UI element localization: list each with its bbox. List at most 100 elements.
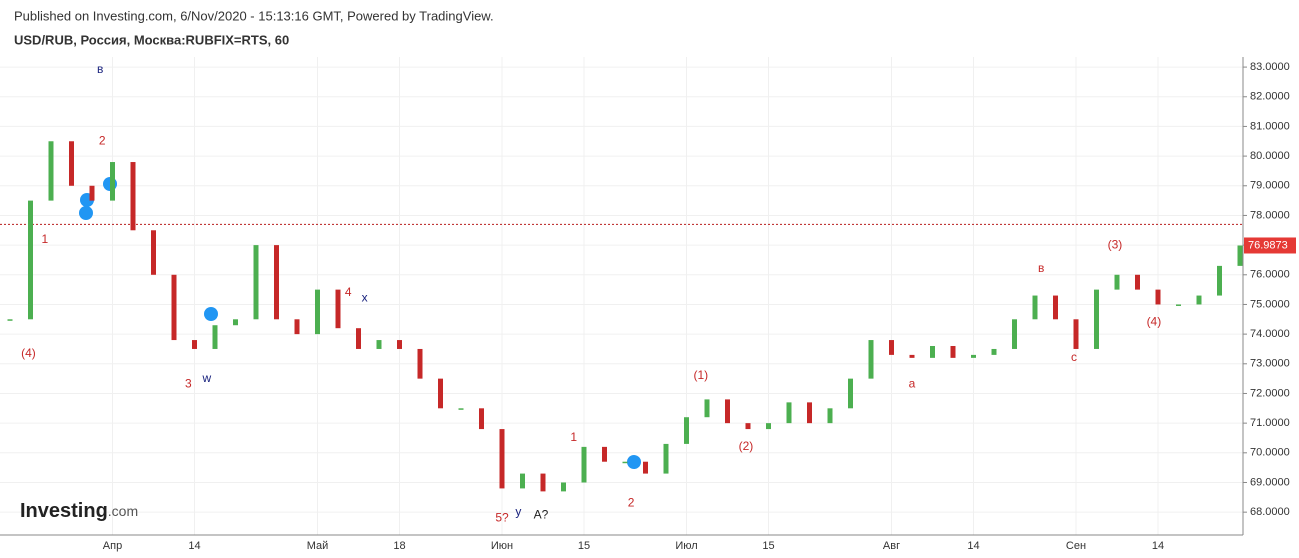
x-tick-label: Авг <box>883 540 900 552</box>
candle <box>1053 295 1058 320</box>
candle <box>868 340 874 379</box>
candle <box>684 417 689 444</box>
candle <box>479 408 484 430</box>
candle <box>294 319 300 335</box>
x-tick-label: 14 <box>188 540 200 552</box>
wave-label: x <box>362 291 368 305</box>
x-tick-label: Май <box>307 540 329 552</box>
wave-label: в <box>97 62 103 76</box>
candle <box>786 402 792 424</box>
y-tick-label: 79.0000 <box>1250 180 1290 192</box>
wave-label: 1 <box>42 232 49 246</box>
x-tick-label: Июл <box>675 540 697 552</box>
y-tick-label: 70.0000 <box>1250 447 1290 459</box>
y-tick-label: 83.0000 <box>1250 61 1290 73</box>
candle <box>1114 274 1120 290</box>
logo-suffix: .com <box>108 503 138 519</box>
wave-label: в <box>1038 261 1044 275</box>
candle <box>171 274 177 341</box>
candle <box>376 340 382 349</box>
candle <box>1073 319 1079 349</box>
candle <box>28 200 33 320</box>
wave-label: 1 <box>570 430 577 444</box>
candle <box>991 348 997 355</box>
wave-label: (2) <box>739 439 754 453</box>
candle <box>397 340 402 349</box>
x-tick-label: 18 <box>393 540 405 552</box>
candle <box>725 399 730 424</box>
candle <box>89 185 95 201</box>
pivot-icon <box>204 307 218 321</box>
candle <box>438 378 443 409</box>
wave-label: (4) <box>1147 314 1162 328</box>
wave-label: 3 <box>185 377 192 391</box>
candle <box>233 319 238 326</box>
candle <box>622 461 628 464</box>
candle <box>69 141 74 186</box>
x-tick-label: Апр <box>103 540 122 552</box>
candle <box>315 289 320 335</box>
candle <box>458 408 464 410</box>
y-tick-label: 68.0000 <box>1250 506 1290 518</box>
y-tick-label: 69.0000 <box>1250 476 1290 488</box>
y-tick-label: 72.0000 <box>1250 387 1290 399</box>
y-tick-label: 76.0000 <box>1250 269 1290 281</box>
wave-label: 5? <box>495 510 509 524</box>
candle <box>1094 289 1099 349</box>
price-tag-bg <box>1244 237 1296 254</box>
wave-label: 2 <box>99 133 106 147</box>
x-tick-label: 14 <box>1152 540 1164 552</box>
candle <box>540 473 546 492</box>
candle <box>930 345 935 358</box>
x-tick-label: Июн <box>491 540 513 552</box>
candle <box>848 378 853 409</box>
candle <box>663 443 669 474</box>
candle <box>192 340 197 349</box>
y-tick-label: 75.0000 <box>1250 298 1290 310</box>
candle <box>7 319 13 321</box>
candle <box>130 162 136 231</box>
candle <box>704 399 710 418</box>
candle <box>1012 319 1017 349</box>
wave-label: (1) <box>694 368 709 382</box>
y-tick-label: 82.0000 <box>1250 91 1290 103</box>
candle <box>1135 274 1140 290</box>
y-tick-label: 74.0000 <box>1250 328 1290 340</box>
candle <box>48 141 54 201</box>
y-tick-label: 71.0000 <box>1250 417 1290 429</box>
wave-label: A? <box>534 507 549 521</box>
candle <box>1155 289 1161 305</box>
wave-label: c <box>1071 350 1077 364</box>
candle <box>1032 295 1038 320</box>
candle <box>889 340 894 355</box>
candle <box>335 289 341 329</box>
candle <box>1237 245 1243 266</box>
y-tick-label: 78.0000 <box>1250 209 1290 221</box>
wave-label: у <box>515 504 521 518</box>
candle <box>581 446 587 483</box>
logo-main: Investing <box>20 500 108 522</box>
candle <box>417 348 423 379</box>
candle <box>827 408 833 424</box>
candle <box>643 461 648 474</box>
logo: Investing.com <box>20 500 138 522</box>
candle <box>971 354 976 358</box>
x-tick-label: 15 <box>578 540 590 552</box>
y-tick-label: 80.0000 <box>1250 150 1290 162</box>
pivot-icons <box>79 177 641 469</box>
wave-label: 4 <box>345 285 352 299</box>
candle <box>1176 304 1181 306</box>
wave-label: 2 <box>628 495 635 509</box>
x-tick-label: 14 <box>967 540 979 552</box>
candle <box>807 402 812 424</box>
candle <box>212 325 218 349</box>
candle <box>253 245 259 320</box>
chart-title: USD/RUB, Россия, Москва:RUBFIX=RTS, 60 <box>14 32 289 47</box>
candle <box>1196 295 1202 305</box>
published-note: Published on Investing.com, 6/Nov/2020 -… <box>14 8 494 23</box>
candle <box>499 429 505 489</box>
pivot-icon <box>627 455 641 469</box>
wave-label: (3) <box>1108 237 1123 251</box>
wave-label: w <box>201 371 211 385</box>
